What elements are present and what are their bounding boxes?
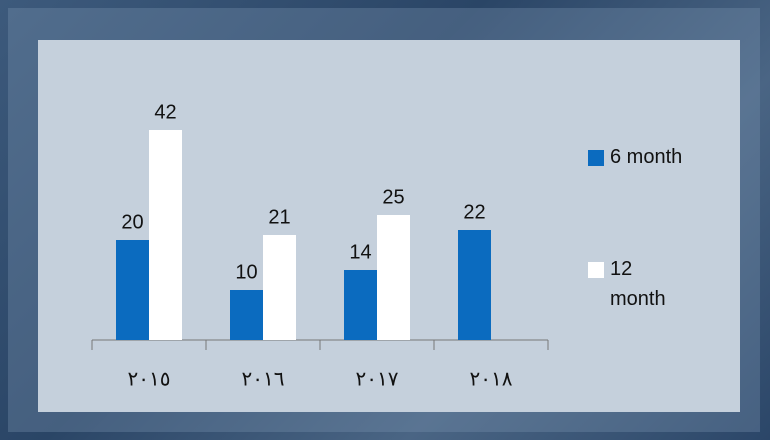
data-label: 21 bbox=[268, 206, 290, 228]
x-tick-label: ٢٠١٧ bbox=[356, 368, 399, 390]
legend-label: 12 month bbox=[610, 254, 690, 314]
legend-swatch bbox=[588, 262, 604, 278]
legend-swatch bbox=[588, 150, 604, 166]
x-tick-label: ٢٠١٨ bbox=[470, 368, 513, 390]
data-label: 42 bbox=[154, 101, 176, 123]
screen: ٢٠١٥ 20 42 ٢٠١٦ 10 21 ٢٠١٧ 14 25 ٢٠١٨ 22 6 month 12… bbox=[0, 0, 770, 440]
legend-label: 6 month bbox=[610, 142, 690, 172]
bar bbox=[344, 270, 377, 340]
chart: ٢٠١٥ 20 42 ٢٠١٦ 10 21 ٢٠١٧ 14 25 ٢٠١٨ 22 bbox=[0, 0, 770, 440]
data-label: 10 bbox=[235, 261, 257, 283]
bar bbox=[149, 130, 182, 340]
bar bbox=[458, 230, 491, 340]
bar bbox=[230, 290, 263, 340]
data-label: 14 bbox=[349, 241, 371, 263]
bar bbox=[377, 215, 410, 340]
data-label: 25 bbox=[382, 186, 404, 208]
bar bbox=[116, 240, 149, 340]
bar bbox=[263, 235, 296, 340]
x-tick-label: ٢٠١٥ bbox=[128, 368, 171, 390]
x-tick-label: ٢٠١٦ bbox=[242, 368, 285, 390]
data-label: 20 bbox=[121, 211, 143, 233]
data-label: 22 bbox=[463, 201, 485, 223]
